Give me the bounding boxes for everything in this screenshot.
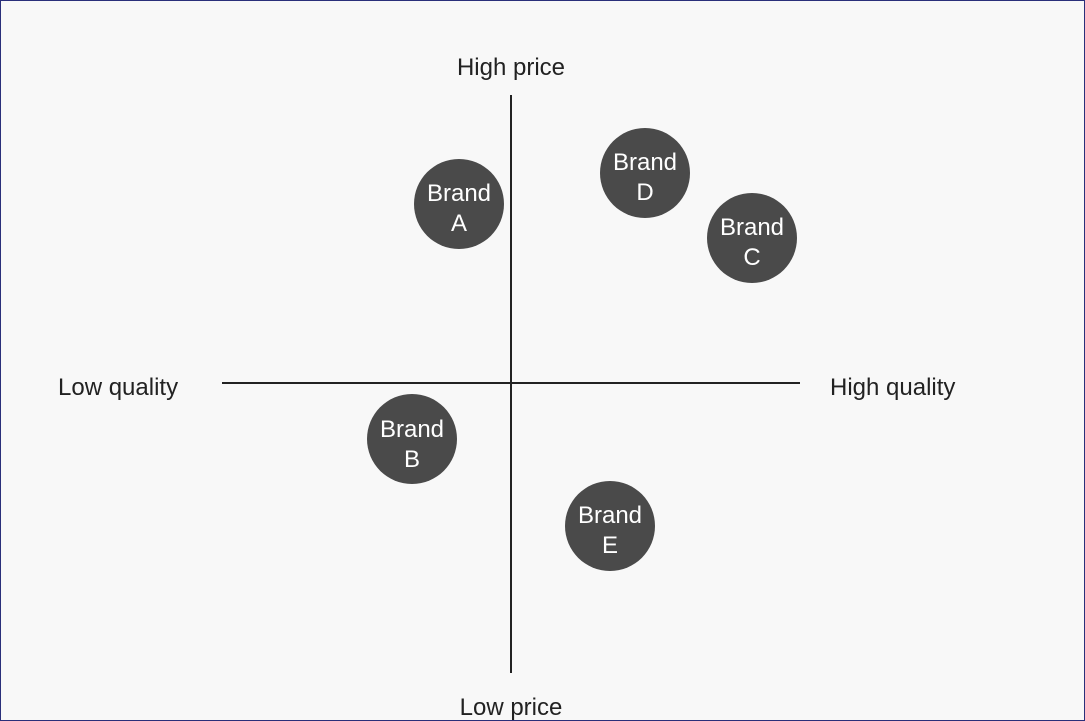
brand-d-label-line2: D	[636, 179, 653, 206]
axis-label-left: Low quality	[58, 374, 178, 401]
brand-d-bubble: Brand D	[600, 128, 690, 218]
brand-b-circle	[367, 394, 457, 484]
brand-a-circle	[414, 159, 504, 249]
brand-e-label-line2: E	[602, 532, 618, 559]
brand-e-bubble: Brand E	[565, 481, 655, 571]
brand-d-label-line1: Brand	[613, 149, 677, 176]
brand-a-label-line2: A	[451, 210, 467, 237]
brand-b-label-line1: Brand	[380, 416, 444, 443]
axis-label-top: High price	[457, 54, 565, 81]
brand-c-label-line1: Brand	[720, 214, 784, 241]
brand-c-circle	[707, 193, 797, 283]
brand-c-bubble: Brand C	[707, 193, 797, 283]
brand-b-bubble: Brand B	[367, 394, 457, 484]
axis-label-right: High quality	[830, 374, 955, 401]
brand-c-label-line2: C	[743, 244, 760, 271]
brand-e-label-line1: Brand	[578, 502, 642, 529]
brand-d-circle	[600, 128, 690, 218]
brand-e-circle	[565, 481, 655, 571]
brand-a-label-line1: Brand	[427, 180, 491, 207]
brand-b-label-line2: B	[404, 446, 420, 473]
brand-a-bubble: Brand A	[414, 159, 504, 249]
axis-label-bottom: Low price	[460, 694, 563, 720]
